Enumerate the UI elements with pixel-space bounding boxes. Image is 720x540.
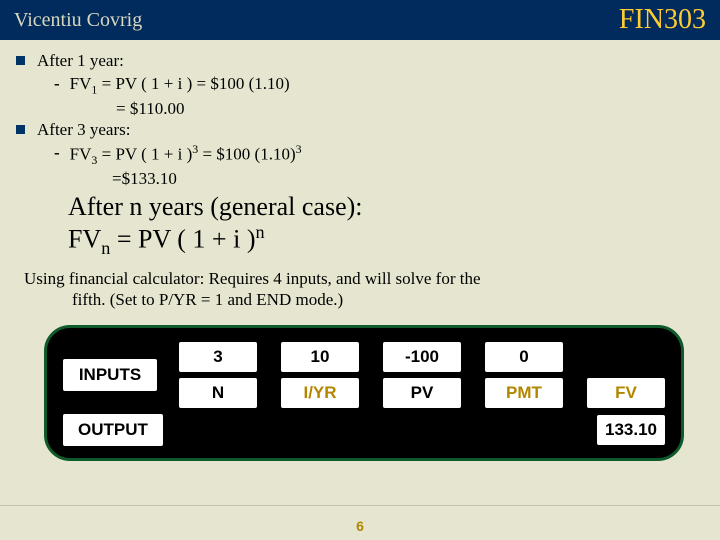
course-code: FIN303 bbox=[619, 4, 706, 36]
input-iyr-value: 10 bbox=[281, 342, 359, 372]
page-number: 6 bbox=[0, 518, 720, 534]
bullet-after-1-year: After 1 year: bbox=[16, 50, 704, 71]
fv3-result: =$133.10 bbox=[16, 168, 704, 189]
key-iyr: I/YR bbox=[281, 378, 359, 408]
key-fv: FV bbox=[587, 378, 665, 408]
output-value: 133.10 bbox=[597, 415, 665, 445]
formula-text: FV3 = PV ( 1 + i )3 = $100 (1.10)3 bbox=[70, 142, 302, 168]
calc-note-line2: fifth. (Set to P/YR = 1 and END mode.) bbox=[24, 289, 684, 310]
calc-note-line1: Using financial calculator: Requires 4 i… bbox=[24, 268, 684, 289]
general-line2: FVn = PV ( 1 + i )n bbox=[68, 222, 704, 260]
fv1-formula: - FV1 = PV ( 1 + i ) = $100 (1.10) bbox=[16, 73, 704, 97]
bullet-after-3-years: After 3 years: bbox=[16, 119, 704, 140]
formula-text: FV1 = PV ( 1 + i ) = $100 (1.10) bbox=[70, 73, 290, 97]
key-pv: PV bbox=[383, 378, 461, 408]
calculator-top-row: INPUTS 3 N 10 I/YR -100 PV 0 PMT bbox=[63, 342, 665, 408]
key-pmt: PMT bbox=[485, 378, 563, 408]
dash-icon: - bbox=[54, 73, 60, 97]
col-pv: -100 PV bbox=[383, 342, 461, 408]
calculator-cells: 3 N 10 I/YR -100 PV 0 PMT FV bbox=[179, 342, 665, 408]
fv3-formula: - FV3 = PV ( 1 + i )3 = $100 (1.10)3 bbox=[16, 142, 704, 168]
bullet-text: After 1 year: bbox=[37, 50, 124, 71]
slide-content: After 1 year: - FV1 = PV ( 1 + i ) = $10… bbox=[0, 40, 720, 461]
input-pmt-value: 0 bbox=[485, 342, 563, 372]
input-n-value: 3 bbox=[179, 342, 257, 372]
bullet-icon bbox=[16, 125, 25, 134]
author-name: Vicentiu Covrig bbox=[14, 9, 142, 32]
inputs-label: INPUTS bbox=[63, 359, 157, 391]
col-pmt: 0 PMT bbox=[485, 342, 563, 408]
bullet-icon bbox=[16, 56, 25, 65]
calculator-note: Using financial calculator: Requires 4 i… bbox=[16, 268, 704, 311]
general-case: After n years (general case): FVn = PV (… bbox=[16, 191, 704, 260]
col-iyr: 10 I/YR bbox=[281, 342, 359, 408]
dash-icon: - bbox=[54, 142, 60, 168]
divider bbox=[0, 505, 720, 506]
financial-calculator: INPUTS 3 N 10 I/YR -100 PV 0 PMT bbox=[44, 325, 684, 461]
key-n: N bbox=[179, 378, 257, 408]
fv1-result: = $110.00 bbox=[16, 98, 704, 119]
general-line1: After n years (general case): bbox=[68, 191, 704, 222]
input-pv-value: -100 bbox=[383, 342, 461, 372]
calculator-output-row: OUTPUT 133.10 bbox=[63, 414, 665, 446]
slide-header: Vicentiu Covrig FIN303 bbox=[0, 0, 720, 40]
bullet-text: After 3 years: bbox=[37, 119, 130, 140]
col-fv: FV bbox=[587, 342, 665, 408]
col-n: 3 N bbox=[179, 342, 257, 408]
output-label: OUTPUT bbox=[63, 414, 163, 446]
